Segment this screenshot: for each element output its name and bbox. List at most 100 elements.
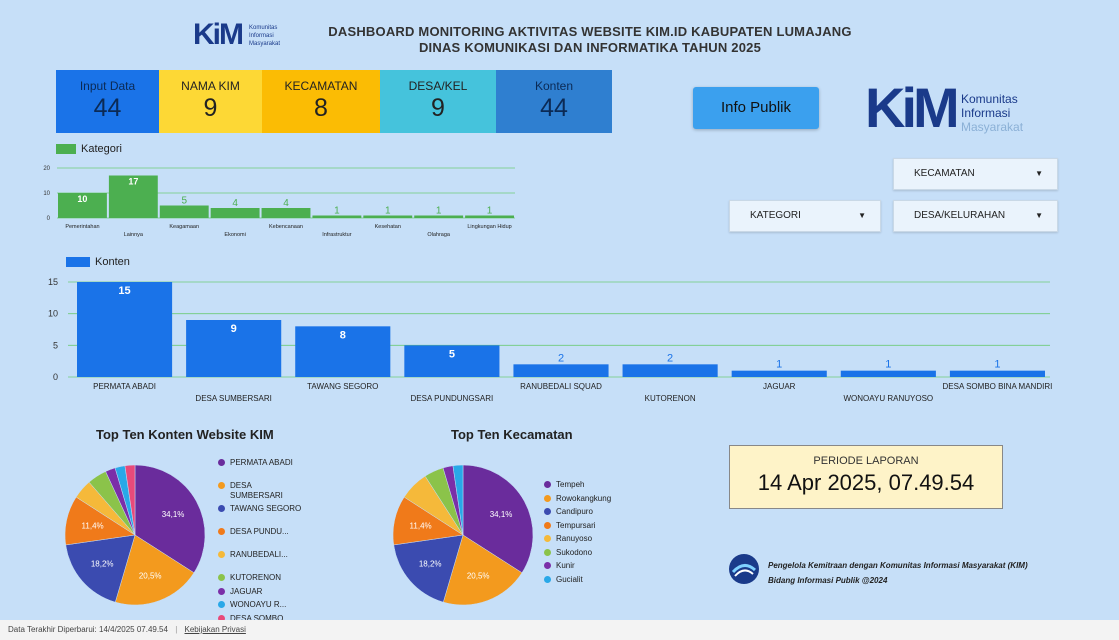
last-updated-text: Data Terakhir Diperbarui: 14/4/2025 07.4… [8,625,168,634]
kpi-card-1: NAMA KIM 9 [159,70,262,133]
desa-dropdown[interactable]: DESA/KELURAHAN ▼ [893,200,1058,232]
legend-dot [218,601,225,608]
konten-bar[interactable] [404,345,500,377]
x-tick-label: TAWANG SEGORO [307,382,378,391]
konten-bar[interactable] [513,364,609,377]
pie-legend-label: KUTORENON [230,573,281,582]
pie-legend-label: DESA PUNDU... [230,527,289,536]
kategori-bar[interactable] [108,175,158,219]
x-tick-label: DESA SUMBERSARI [195,394,271,403]
pie-slice[interactable] [134,464,206,574]
konten-bar[interactable] [949,370,1045,377]
bar-value-label: 17 [128,177,138,187]
bar-value-label: 1 [334,206,340,217]
konten-bar[interactable] [295,326,391,377]
privacy-link[interactable]: Kebijakan Privasi [184,625,246,634]
pie-legend-label: Kunir [556,561,575,570]
legend-dot [544,535,551,542]
chevron-down-icon: ▼ [1035,211,1043,220]
x-tick-label: Kesehatan [375,224,401,230]
kategori-bar[interactable] [159,205,209,219]
x-tick-label: Infrastruktur [322,232,352,238]
y-tick-label: 0 [47,216,51,222]
x-tick-label: Olahraga [427,232,451,238]
page-title: DASHBOARD MONITORING AKTIVITAS WEBSITE K… [290,24,890,56]
chevron-down-icon: ▼ [1035,169,1043,178]
legend-swatch [56,144,76,155]
pie-percent-label: 11,4% [82,522,104,531]
pie2-title: Top Ten Kecamatan [451,427,573,442]
bar-value-label: 2 [667,352,673,364]
y-tick-label: 20 [43,166,50,172]
x-tick-label: Lainnya [124,232,144,238]
pie-legend-label: WONOAYU R... [230,600,287,609]
legend-dot [544,562,551,569]
pie-slice[interactable] [452,464,464,536]
chevron-down-icon: ▼ [858,211,866,220]
footer-divider: | [175,625,178,634]
pie-slice[interactable] [124,464,136,536]
kategori-bar[interactable] [465,215,514,219]
pie-percent-label: 18,2% [91,559,114,568]
x-tick-label: Ekonomi [224,232,245,238]
kim-logo-large-line1: Komunitas [961,92,1018,106]
pie-legend-label: JAGUAR [230,586,263,596]
kategori-legend: Kategori [56,143,122,155]
pie-percent-label: 11,4% [410,522,432,531]
bar-value-label: 5 [181,196,187,207]
kim-logo-mark: KiM [193,18,244,51]
periode-laporan-box: PERIODE LAPORAN 14 Apr 2025, 07.49.54 [729,445,1003,509]
konten-bar[interactable] [840,370,936,377]
legend-dot [544,575,551,583]
konten-bar[interactable] [731,370,827,377]
pie-legend-label: TAWANG SEGORO [230,504,302,513]
konten-bar[interactable] [622,364,718,377]
pie-legend-label: Sukodono [556,547,593,557]
kategori-bar[interactable] [312,215,362,219]
bar-value-label: 2 [558,352,564,364]
pie-slice[interactable] [114,534,195,606]
x-tick-label: JAGUAR [763,382,796,391]
footer: Data Terakhir Diperbarui: 14/4/2025 07.4… [0,620,1119,640]
x-tick-label: Keagamaan [169,224,199,230]
kecamatan-dropdown-label: KECAMATAN [914,168,975,179]
y-tick-label: 15 [48,277,58,287]
x-tick-label: WONOAYU RANUYOSO [844,394,934,403]
legend-dot [544,548,551,556]
info-publik-button[interactable]: Info Publik [693,87,819,129]
pie-legend-label: Tempursari [556,520,596,530]
kategori-bar[interactable] [58,193,107,218]
kategori-dropdown[interactable]: KATEGORI ▼ [729,200,881,232]
pie-slice[interactable] [462,464,534,574]
pie2-legend: Tempeh Rowokangkung Candipuro Tempursari Ran… [544,480,644,590]
credit-line1: Pengelola Kemitraan dengan Komunitas Inf… [768,561,1028,570]
x-tick-label: RANUBEDALI SQUAD [520,382,602,391]
kategori-bar[interactable] [363,215,413,219]
kategori-bar[interactable] [414,215,464,219]
kim-logo-line2: Informasi [249,33,274,39]
bar-value-label: 1 [994,359,1000,371]
pie-percent-label: 18,2% [419,559,442,568]
pie-slice[interactable] [393,534,464,603]
legend-dot [544,494,551,502]
konten-bar[interactable] [186,320,282,377]
bar-value-label: 1 [385,206,391,217]
pie-legend-label: PERMATA ABADI [230,458,293,467]
pie-slice[interactable] [65,534,136,603]
kpi-value: 44 [540,94,568,122]
desa-dropdown-label: DESA/KELURAHAN [914,210,1006,221]
kategori-bar[interactable] [210,208,260,218]
kecamatan-dropdown[interactable]: KECAMATAN ▼ [893,158,1058,190]
pie-legend-label: Tempeh [556,480,585,489]
kpi-value: 44 [93,94,122,122]
y-tick-label: 10 [43,191,50,197]
legend-dot [218,459,225,466]
pie-legend-label: Gucialit [556,574,583,584]
kim-logo-small: KiM Komunitas Informasi Masyarakat [193,18,280,52]
bar-value-label: 10 [77,194,87,204]
pie-slice[interactable] [442,534,523,606]
kategori-bar[interactable] [261,208,311,218]
bar-value-label: 1 [885,359,891,371]
legend-dot [544,481,551,488]
konten-bar[interactable] [77,282,173,377]
